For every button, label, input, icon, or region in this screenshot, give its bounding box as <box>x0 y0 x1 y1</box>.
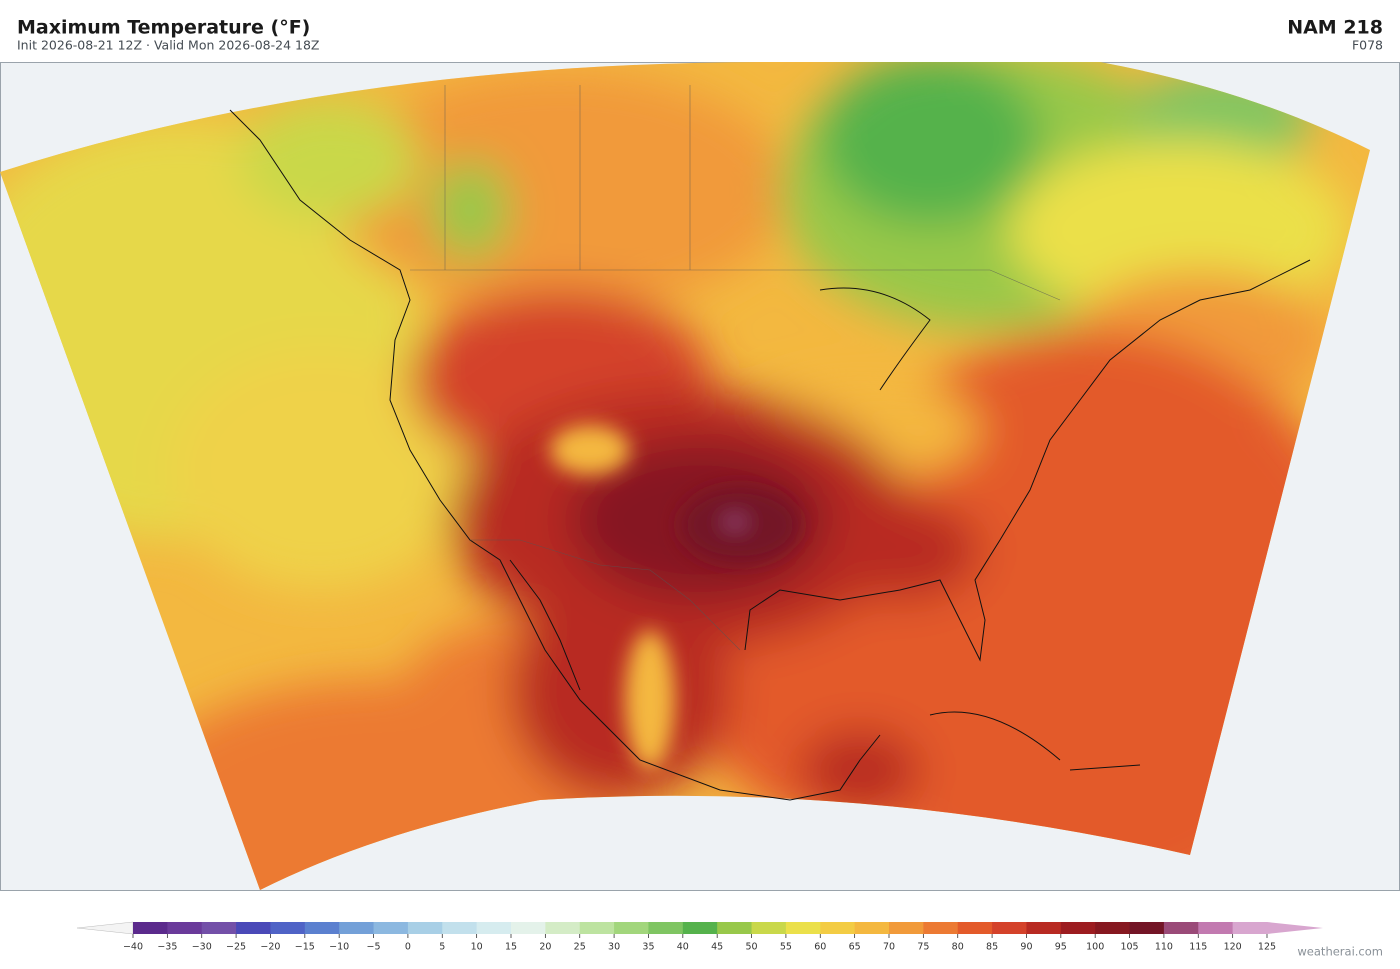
colorbar-tick-label: 70 <box>883 942 895 953</box>
colorbar-tick-label: 95 <box>1055 942 1067 953</box>
colorbar-tick-label: −10 <box>329 942 349 953</box>
colorbar: −40 −35 −30 −25 −20 −15 −10 −5 0 5 10 15 20 25 30 35 40 4… <box>76 921 1323 953</box>
colorbar-segment <box>682 922 718 934</box>
map-title: Maximum Temperature (°F) <box>17 17 310 39</box>
colorbar-tick-label: 20 <box>539 942 551 953</box>
colorbar-tick-label: 25 <box>574 942 586 953</box>
colorbar-segment <box>1232 922 1268 934</box>
colorbar-tick-label: 120 <box>1224 942 1242 953</box>
colorbar-tick-label: 85 <box>986 942 998 953</box>
colorbar-under <box>76 921 134 935</box>
colorbar-tick-label: 35 <box>642 942 654 953</box>
colorbar-segment <box>957 922 993 934</box>
colorbar-tick-label: −15 <box>295 942 315 953</box>
colorbar-segment <box>236 922 271 934</box>
colorbar-tick-label: −40 <box>123 942 143 953</box>
colorbar-segment <box>201 922 237 934</box>
colorbar-tick-label: 80 <box>952 942 964 953</box>
colorbar-tick-label: 40 <box>677 942 689 953</box>
colorbar-segment <box>1095 922 1131 934</box>
colorbar-segment <box>339 922 375 934</box>
colorbar-tick-label: 75 <box>917 942 929 953</box>
colorbar-tick-label: 45 <box>711 942 723 953</box>
colorbar-segment <box>717 922 753 934</box>
colorbar-segment <box>1129 922 1165 934</box>
colorbar-tick-label: 110 <box>1155 942 1173 953</box>
model-name: NAM 218 <box>1287 17 1383 39</box>
colorbar-segment <box>648 922 684 934</box>
colorbar-segment <box>923 922 959 934</box>
colorbar-segment <box>442 922 478 934</box>
colorbar-over <box>1267 922 1323 934</box>
forecast-hour: F078 <box>1352 38 1383 53</box>
colorbar-segment <box>1026 922 1062 934</box>
colorbar-tick-label: 90 <box>1020 942 1032 953</box>
colorbar-tick-label: −5 <box>367 942 381 953</box>
colorbar-tick-label: 30 <box>608 942 620 953</box>
colorbar-tick-label: 115 <box>1189 942 1207 953</box>
colorbar-tick-label: −20 <box>260 942 280 953</box>
colorbar-segment <box>373 922 409 934</box>
map <box>0 61 1400 891</box>
colorbar-tick-label: −30 <box>192 942 212 953</box>
colorbar-segment <box>304 922 340 934</box>
colorbar-segment <box>511 922 546 934</box>
colorbar-tick-label: 50 <box>745 942 757 953</box>
colorbar-segment <box>167 922 203 934</box>
colorbar-tick-label: −35 <box>157 942 177 953</box>
colorbar-tick-label: 105 <box>1120 942 1138 953</box>
colorbar-segment <box>854 922 890 934</box>
colorbar-segment <box>889 922 924 934</box>
colorbar-segment <box>1163 922 1199 934</box>
colorbar-segment <box>407 922 443 934</box>
colorbar-tick-label: 65 <box>849 942 861 953</box>
colorbar-tick-label: 5 <box>439 942 445 953</box>
colorbar-tick-label: 55 <box>780 942 792 953</box>
colorbar-tick-label: 0 <box>405 942 411 953</box>
colorbar-segment <box>579 922 615 934</box>
colorbar-segment <box>476 922 512 934</box>
colorbar-segment <box>1060 922 1096 934</box>
run-info: Init 2026-08-21 12Z · Valid Mon 2026-08-… <box>17 38 319 53</box>
colorbar-tick-label: 10 <box>471 942 483 953</box>
colorbar-segment <box>614 922 649 934</box>
colorbar-tick-label: −25 <box>226 942 246 953</box>
colorbar-segment <box>820 922 856 934</box>
colorbar-tick-label: 60 <box>814 942 826 953</box>
colorbar-segment <box>992 922 1027 934</box>
colorbar-segment <box>785 922 821 934</box>
colorbar-segment <box>545 922 581 934</box>
boundaries <box>410 85 1061 651</box>
colorbar-tick-label: 100 <box>1086 942 1104 953</box>
colorbar-segment <box>1198 922 1234 934</box>
colorbar-tick-label: 125 <box>1258 942 1276 953</box>
colorbar-segment <box>751 922 787 934</box>
colorbar-tick-label: 15 <box>505 942 517 953</box>
colorbar-segment <box>133 922 168 934</box>
watermark: weatherai.com <box>1297 945 1383 959</box>
colorbar-segment <box>270 922 306 934</box>
